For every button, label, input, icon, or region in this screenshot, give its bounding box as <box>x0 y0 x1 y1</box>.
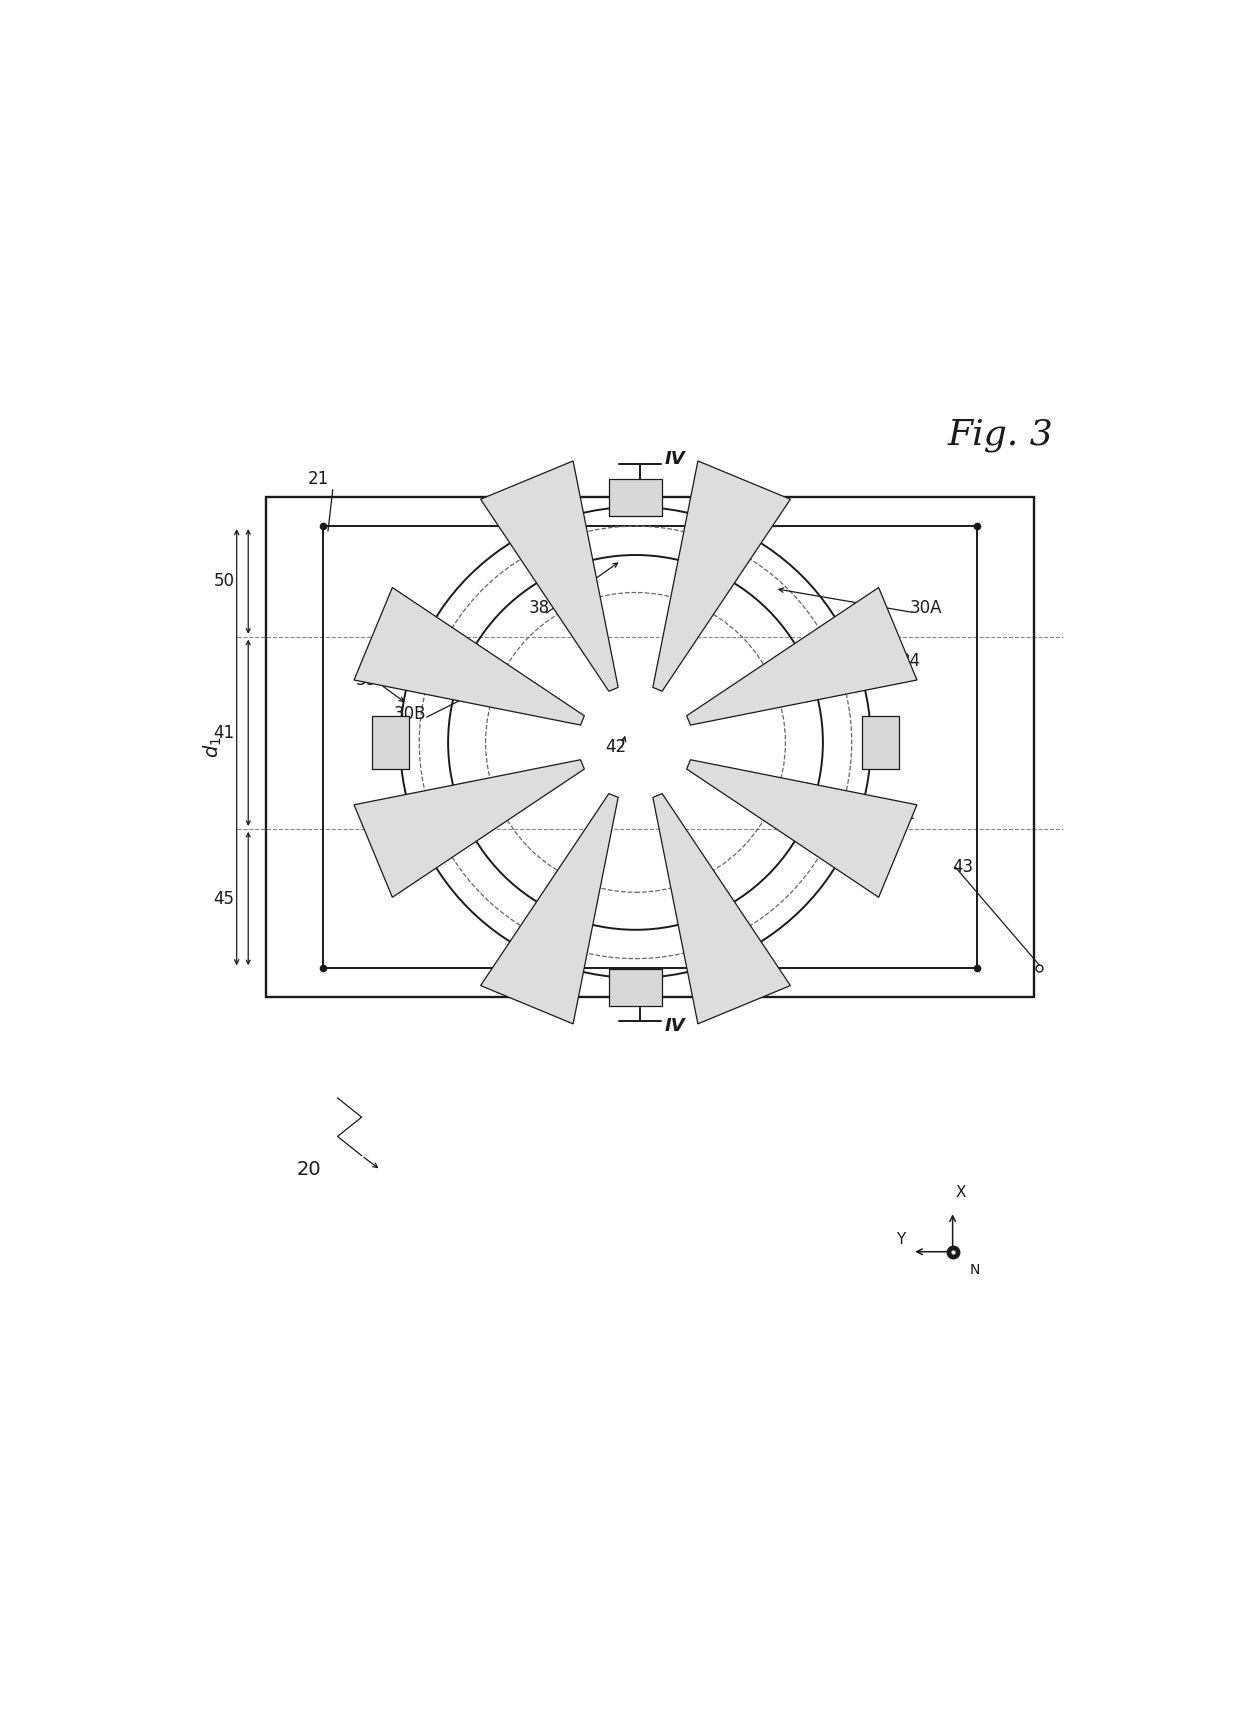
Text: 41: 41 <box>213 724 234 743</box>
Text: 21: 21 <box>308 470 329 487</box>
Text: N: N <box>970 1262 981 1278</box>
Text: 39: 39 <box>356 670 377 689</box>
Text: 34: 34 <box>900 651 921 670</box>
Text: 20: 20 <box>296 1161 321 1180</box>
Bar <box>609 969 662 1005</box>
Text: Fig. 3: Fig. 3 <box>947 418 1054 452</box>
Text: IV: IV <box>665 451 684 468</box>
Text: X: X <box>955 1185 966 1200</box>
Polygon shape <box>481 461 619 691</box>
Bar <box>609 478 662 516</box>
Bar <box>372 717 409 769</box>
Polygon shape <box>687 760 916 898</box>
Bar <box>862 717 899 769</box>
Text: 38: 38 <box>528 599 551 617</box>
Text: 36: 36 <box>510 532 531 549</box>
Polygon shape <box>355 760 584 898</box>
Polygon shape <box>652 793 790 1024</box>
Polygon shape <box>652 461 790 691</box>
Text: 45: 45 <box>213 889 234 908</box>
Text: 30B: 30B <box>393 705 425 722</box>
Text: 42: 42 <box>605 737 627 756</box>
Polygon shape <box>687 587 916 725</box>
Text: $d_1$: $d_1$ <box>202 736 223 758</box>
Text: IV: IV <box>665 1017 684 1034</box>
Polygon shape <box>481 793 619 1024</box>
Text: 43: 43 <box>952 858 973 876</box>
Polygon shape <box>355 587 584 725</box>
Text: 32: 32 <box>895 805 916 824</box>
Text: 50: 50 <box>213 572 234 591</box>
Text: 30A: 30A <box>909 599 942 617</box>
Bar <box>324 527 977 969</box>
Text: Y: Y <box>897 1231 905 1247</box>
Bar <box>265 497 1034 996</box>
